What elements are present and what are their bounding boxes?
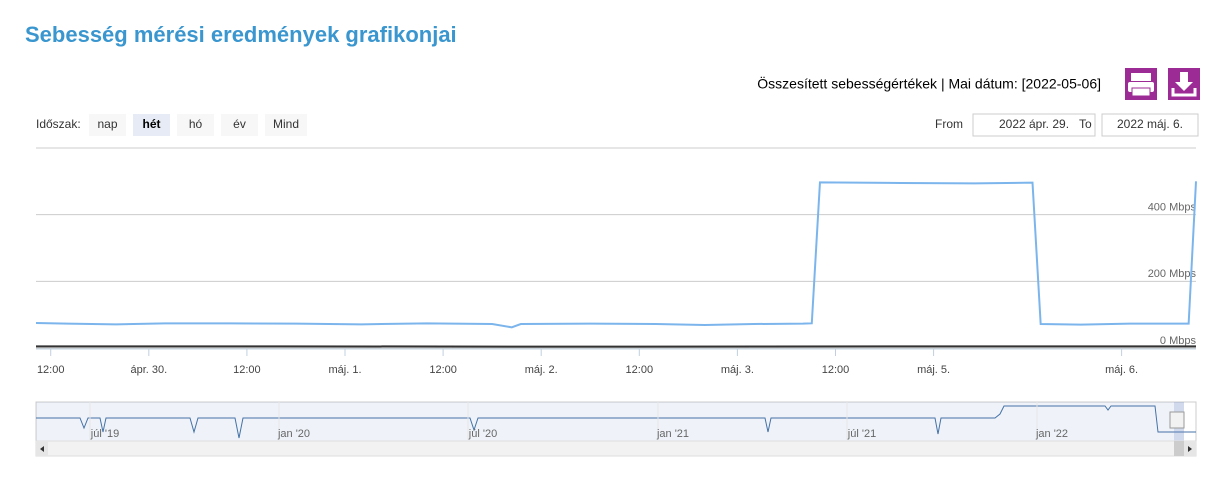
range-button-label[interactable]: év	[233, 117, 246, 131]
navigator-label: jan '21	[656, 428, 689, 440]
range-button-label[interactable]: hó	[189, 117, 203, 131]
from-value[interactable]: 2022 ápr. 29.	[999, 117, 1069, 131]
to-label: To	[1079, 117, 1092, 131]
from-label: From	[935, 117, 963, 131]
navigator-label: júl '20	[468, 428, 497, 440]
range-button-label[interactable]: Mind	[273, 117, 299, 131]
print-icon[interactable]	[1125, 68, 1157, 100]
page-title: Sebesség mérési eredmények grafikonjai	[25, 22, 457, 47]
x-tick-label: 12:00	[233, 364, 261, 376]
x-tick-label: 12:00	[429, 364, 457, 376]
x-tick-label: máj. 2.	[525, 364, 558, 376]
y-tick-label: 400 Mbps	[1148, 202, 1197, 214]
x-tick-label: 12:00	[822, 364, 850, 376]
navigator-label: jan '20	[277, 428, 310, 440]
x-tick-label: 12:00	[626, 364, 654, 376]
x-tick-label: máj. 3.	[721, 364, 754, 376]
y-tick-label: 200 Mbps	[1148, 268, 1197, 280]
navigator[interactable]	[36, 402, 1196, 456]
x-tick-label: 12:00	[37, 364, 65, 376]
range-label: Időszak:	[36, 117, 81, 131]
x-tick-label: ápr. 30.	[130, 364, 167, 376]
download-icon[interactable]	[1168, 68, 1200, 100]
x-tick-label: máj. 1.	[328, 364, 361, 376]
info-text: Összesített sebességértékek | Mai dátum:…	[757, 75, 1101, 92]
navigator-label: júl '21	[847, 428, 876, 440]
series-line	[36, 181, 1196, 327]
y-tick-label: 0 Mbps	[1160, 335, 1197, 347]
x-tick-label: máj. 5.	[917, 364, 950, 376]
navigator-label: jan '22	[1035, 428, 1068, 440]
to-value[interactable]: 2022 máj. 6.	[1117, 117, 1183, 131]
navigator-label: júl '19	[90, 428, 119, 440]
range-button-label[interactable]: nap	[97, 117, 117, 131]
range-button-label[interactable]: hét	[143, 117, 161, 131]
x-tick-label: máj. 6.	[1105, 364, 1138, 376]
